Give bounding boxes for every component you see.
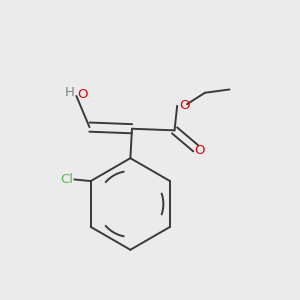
Text: O: O <box>179 99 190 112</box>
Text: H: H <box>64 86 74 99</box>
Text: O: O <box>194 145 205 158</box>
Text: O: O <box>77 88 88 101</box>
Text: Cl: Cl <box>61 173 74 186</box>
